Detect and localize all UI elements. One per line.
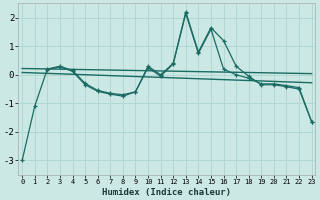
X-axis label: Humidex (Indice chaleur): Humidex (Indice chaleur) (102, 188, 231, 197)
